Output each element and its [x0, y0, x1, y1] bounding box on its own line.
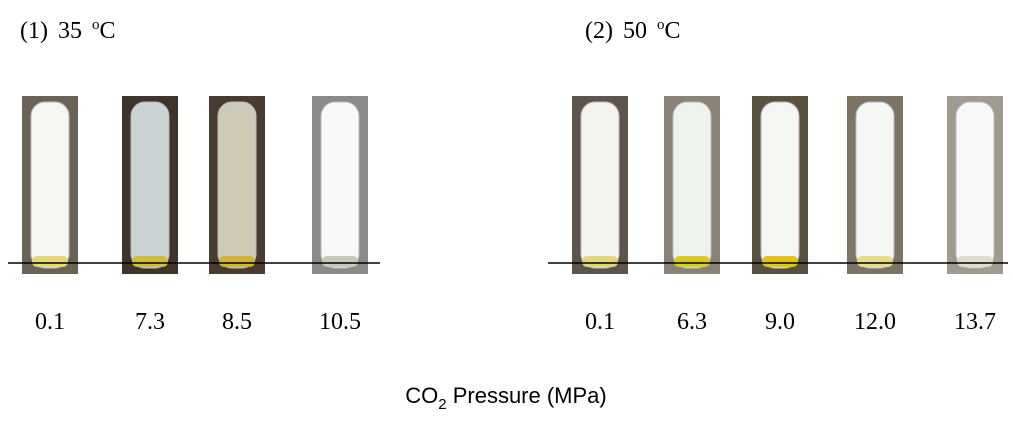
x-label: CO2 Pressure (MPa): [405, 383, 607, 413]
tube-photo: [947, 96, 1003, 274]
tube-photo: [572, 96, 628, 274]
tube-photo: [847, 96, 903, 274]
tube: [673, 102, 711, 268]
pressure-label: 6.3: [677, 309, 707, 335]
pressure-label: 0.1: [585, 309, 615, 335]
tube-photo: [752, 96, 808, 274]
figure: CO2 Pressure (MPa) (1)35oC0.17.38.510.5(…: [0, 0, 1013, 432]
x-label-sub: 2: [438, 396, 446, 413]
tube-photo: [122, 96, 178, 274]
degree-sign: o: [657, 17, 665, 33]
tube-photo: [664, 96, 720, 274]
liquid: [322, 256, 358, 267]
temperature-unit: C: [99, 18, 115, 44]
panel-title: (1) 35 oC: [20, 17, 116, 44]
pressure-label: 7.3: [135, 309, 165, 335]
tube: [218, 102, 256, 268]
liquid: [957, 256, 993, 267]
panel-temperature: 50: [623, 18, 647, 44]
pressure-label: 10.5: [319, 309, 361, 335]
tube-photo: [312, 96, 368, 274]
tube-photo: [22, 96, 78, 274]
liquid: [857, 256, 893, 267]
liquid: [219, 256, 255, 267]
tube: [956, 102, 994, 268]
tube: [581, 102, 619, 268]
tube: [321, 102, 359, 268]
pressure-label: 12.0: [854, 309, 896, 335]
liquid: [674, 256, 710, 267]
pressure-label: 8.5: [222, 309, 252, 335]
panel-title: (2) 50 oC: [585, 17, 681, 44]
liquid: [32, 256, 68, 267]
pressure-label: 13.7: [954, 309, 996, 335]
pressure-label: 0.1: [35, 309, 65, 335]
panel-label: (2): [585, 18, 613, 44]
liquid: [582, 256, 618, 267]
pressure-label: 9.0: [765, 309, 795, 335]
liquid: [132, 256, 168, 267]
tube: [856, 102, 894, 268]
liquid: [762, 256, 798, 267]
x-label-rest: Pressure (MPa): [447, 383, 607, 408]
panel-temperature: 35: [58, 18, 82, 44]
tube-photo: [209, 96, 265, 274]
temperature-unit: C: [664, 18, 680, 44]
tube: [31, 102, 69, 268]
tube: [131, 102, 169, 268]
panel-label: (1): [20, 18, 48, 44]
tube: [761, 102, 799, 268]
x-label-main: CO: [405, 383, 438, 408]
degree-sign: o: [92, 17, 100, 33]
